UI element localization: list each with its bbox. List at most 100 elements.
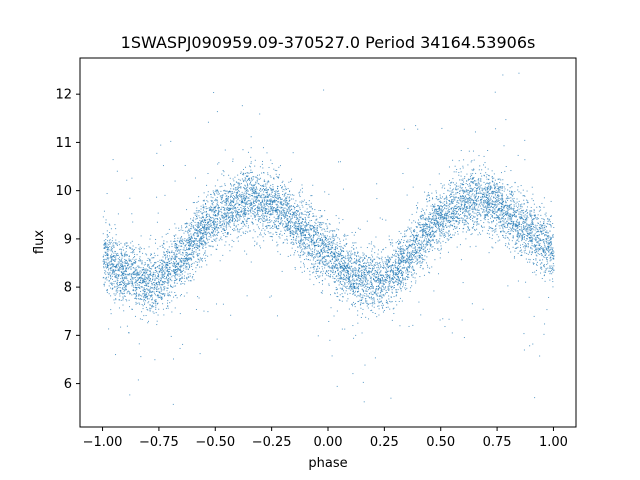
data-point: [250, 212, 252, 214]
data-point: [473, 202, 475, 204]
data-point: [416, 262, 418, 264]
data-point: [385, 275, 387, 277]
data-point: [428, 239, 430, 241]
data-point: [501, 189, 503, 191]
data-point: [434, 248, 436, 250]
data-point: [317, 256, 319, 258]
data-point: [253, 195, 255, 197]
data-point: [161, 265, 163, 267]
data-point: [290, 206, 292, 208]
data-point: [205, 233, 207, 235]
data-point: [159, 277, 161, 279]
data-point: [458, 221, 460, 223]
data-point: [260, 202, 262, 204]
data-point: [535, 269, 537, 271]
data-point: [288, 193, 290, 195]
data-point: [356, 279, 358, 281]
data-point: [227, 206, 229, 208]
data-point: [534, 238, 536, 240]
data-point: [477, 223, 479, 225]
data-point: [526, 252, 528, 254]
data-point: [453, 196, 455, 198]
data-point: [169, 255, 171, 257]
data-point: [501, 223, 503, 225]
data-point: [272, 227, 274, 229]
data-point: [220, 208, 222, 210]
data-point: [485, 202, 487, 204]
data-point: [352, 289, 354, 291]
data-point: [361, 275, 363, 277]
data-point: [388, 275, 390, 277]
data-point: [297, 219, 299, 221]
data-point: [253, 215, 255, 217]
data-point: [458, 217, 460, 219]
data-point: [387, 275, 389, 277]
data-point: [456, 211, 458, 213]
data-point: [235, 194, 237, 196]
data-point: [260, 204, 262, 206]
data-point: [129, 283, 131, 285]
data-point: [299, 201, 301, 203]
data-point: [242, 212, 244, 214]
data-point: [415, 204, 417, 206]
data-point: [518, 216, 520, 218]
data-point: [284, 203, 286, 205]
data-point: [148, 281, 150, 283]
data-point: [120, 248, 122, 250]
data-point: [483, 194, 485, 196]
data-point: [380, 270, 382, 272]
data-point: [235, 195, 237, 197]
data-point: [354, 262, 356, 264]
data-point: [316, 230, 318, 232]
data-point: [283, 193, 285, 195]
data-point: [273, 188, 275, 190]
data-point: [300, 252, 302, 254]
data-point: [289, 210, 291, 212]
data-point: [521, 231, 523, 233]
data-point: [309, 278, 311, 280]
data-point: [418, 250, 420, 252]
data-point: [342, 288, 344, 290]
data-point: [150, 268, 152, 270]
data-point: [324, 278, 326, 280]
data-point: [120, 266, 122, 268]
data-point: [483, 218, 485, 220]
data-point: [424, 237, 426, 239]
data-point: [115, 275, 117, 277]
data-point: [313, 266, 315, 268]
data-point: [425, 231, 427, 233]
data-point: [131, 308, 133, 310]
data-point: [353, 270, 355, 272]
data-point: [174, 264, 176, 266]
data-point: [286, 188, 287, 190]
data-point: [433, 231, 435, 233]
data-point: [327, 270, 329, 272]
data-point: [290, 198, 292, 200]
data-point: [173, 272, 175, 274]
data-point: [321, 257, 323, 259]
data-point: [347, 276, 349, 278]
data-point: [511, 230, 513, 232]
data-point: [410, 287, 412, 289]
data-point: [315, 253, 317, 255]
data-point: [481, 196, 483, 198]
data-point: [342, 262, 344, 264]
data-point: [541, 262, 543, 264]
data-point: [440, 235, 442, 237]
data-point: [387, 306, 389, 308]
data-point: [346, 271, 348, 273]
data-point: [484, 219, 486, 221]
data-point: [478, 211, 480, 213]
data-point: [235, 226, 237, 228]
data-point: [155, 300, 157, 302]
data-point: [481, 208, 483, 210]
data-point: [372, 273, 374, 275]
data-point: [529, 250, 531, 252]
data-point: [224, 190, 226, 192]
data-point: [523, 250, 525, 252]
data-point: [483, 222, 485, 224]
data-point: [190, 280, 192, 282]
data-point: [115, 255, 117, 257]
data-point: [337, 273, 339, 275]
data-point: [232, 212, 234, 214]
